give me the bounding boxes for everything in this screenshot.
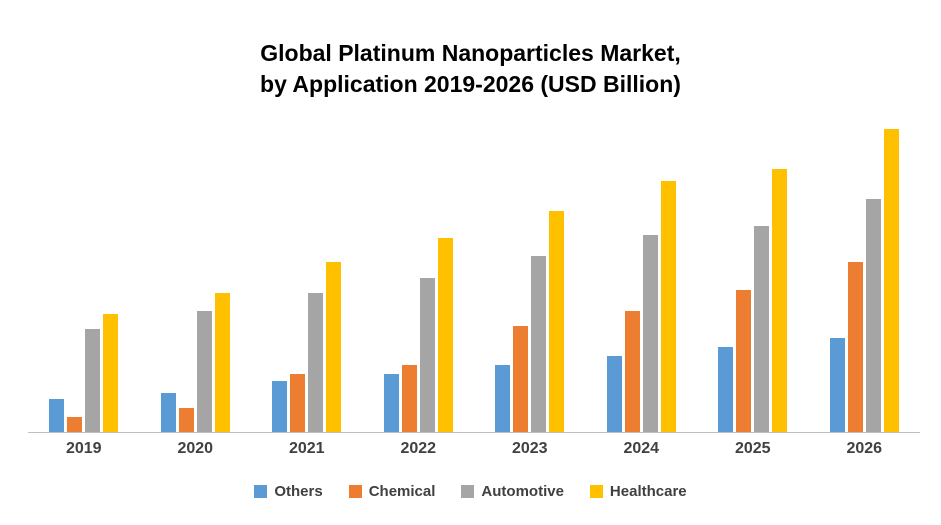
bar-group-2023 — [474, 114, 586, 432]
bar-others-2025 — [718, 347, 734, 432]
bar-others-2022 — [383, 374, 399, 432]
bar-group-2024 — [586, 114, 698, 432]
bar-others-2020 — [160, 393, 176, 432]
bar-automotive-2026 — [865, 199, 881, 432]
legend-item-healthcare: Healthcare — [589, 483, 687, 500]
bar-healthcare-2024 — [660, 181, 676, 432]
bar-group-2025 — [697, 114, 809, 432]
legend-item-chemical: Chemical — [348, 483, 436, 500]
x-axis-label-2019: 2019 — [65, 440, 102, 457]
legend-swatch-chemical — [348, 485, 362, 498]
bar-automotive-2020 — [196, 311, 212, 432]
x-axis-label-2023: 2023 — [511, 440, 548, 457]
legend-label-automotive: Automotive — [481, 483, 564, 500]
bar-group-2026 — [809, 114, 921, 432]
bar-healthcare-2021 — [326, 262, 342, 432]
x-axis: 2019 2020 2021 2022 2023 2024 2025 2026 — [28, 440, 920, 458]
bar-others-2023 — [495, 365, 511, 432]
bar-chemical-2025 — [736, 290, 752, 432]
bar-group-2019 — [28, 114, 140, 432]
chart-title-line2: by Application 2019-2026 (USD Billion) — [260, 71, 681, 98]
bar-others-2019 — [49, 399, 65, 432]
x-axis-label-2022: 2022 — [400, 440, 437, 457]
legend-label-others: Others — [274, 483, 323, 500]
bar-automotive-2025 — [754, 226, 770, 432]
bar-healthcare-2026 — [883, 129, 899, 432]
bar-others-2026 — [829, 338, 845, 432]
x-axis-label-2024: 2024 — [623, 440, 660, 457]
bar-automotive-2023 — [531, 256, 547, 432]
bar-chemical-2026 — [847, 262, 863, 432]
legend-label-healthcare: Healthcare — [609, 483, 687, 500]
bar-others-2024 — [606, 356, 622, 432]
legend-swatch-healthcare — [589, 485, 603, 498]
bar-chemical-2023 — [513, 326, 529, 432]
bar-healthcare-2019 — [103, 314, 119, 432]
x-axis-label-2025: 2025 — [734, 440, 771, 457]
bar-healthcare-2020 — [214, 293, 230, 432]
legend-item-automotive: Automotive — [461, 483, 564, 500]
legend-swatch-others — [254, 485, 268, 498]
legend: Others Chemical Automotive Healthcare — [0, 483, 941, 500]
bar-healthcare-2022 — [437, 238, 453, 432]
x-axis-label-2021: 2021 — [288, 440, 325, 457]
bar-chemical-2022 — [401, 365, 417, 432]
plot-area — [28, 114, 920, 433]
bar-automotive-2024 — [642, 235, 658, 432]
x-axis-label-2020: 2020 — [177, 440, 214, 457]
bar-group-2022 — [363, 114, 475, 432]
bar-healthcare-2025 — [772, 169, 788, 432]
legend-swatch-automotive — [461, 485, 475, 498]
bar-chemical-2020 — [178, 408, 194, 432]
bar-automotive-2021 — [308, 293, 324, 432]
bar-others-2021 — [272, 381, 288, 432]
bar-chemical-2019 — [67, 417, 83, 432]
legend-label-chemical: Chemical — [368, 483, 436, 500]
x-axis-label-2026: 2026 — [846, 440, 883, 457]
bar-group-2021 — [251, 114, 363, 432]
bar-group-2020 — [140, 114, 252, 432]
bar-chemical-2021 — [290, 374, 306, 432]
chart-title: Global Platinum Nanoparticles Market, by… — [0, 38, 941, 100]
bar-healthcare-2023 — [549, 211, 565, 432]
bar-automotive-2022 — [419, 278, 435, 432]
chart-title-line1: Global Platinum Nanoparticles Market, — [260, 40, 681, 66]
bar-chemical-2024 — [624, 311, 640, 432]
bar-automotive-2019 — [85, 329, 101, 432]
legend-item-others: Others — [254, 483, 323, 500]
